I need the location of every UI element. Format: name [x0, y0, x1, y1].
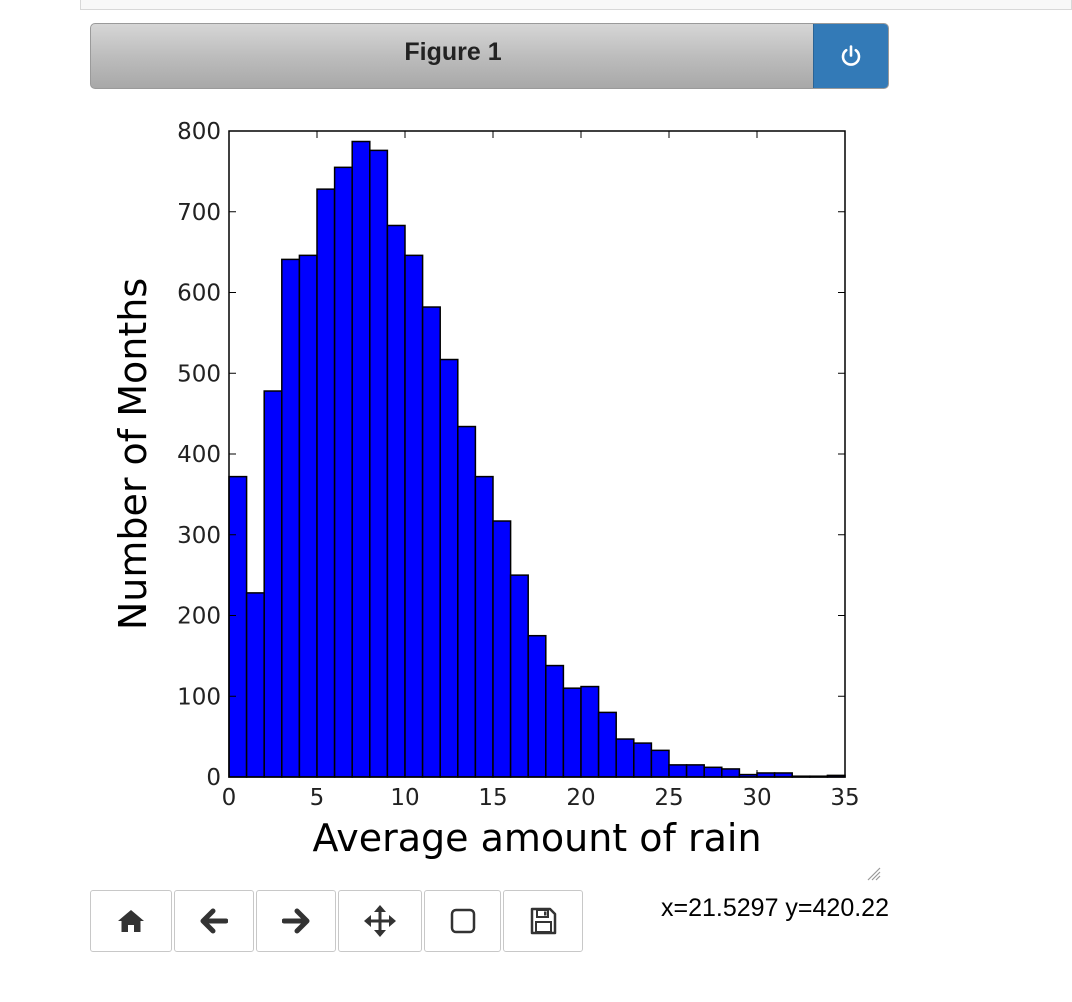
histogram-bar	[281, 258, 301, 778]
histogram-bar	[633, 742, 653, 778]
back-button[interactable]	[174, 890, 254, 952]
y-tick-label: 800	[177, 119, 221, 145]
x-tick-label: 5	[310, 785, 325, 811]
home-icon	[118, 910, 144, 932]
save-button[interactable]	[503, 890, 583, 952]
histogram-bar	[650, 749, 670, 778]
x-tick-label: 35	[830, 785, 859, 811]
axis-ticks: 0 5 10 15 20 25 30 35 0 100 200 300 400 500 600 700 800	[177, 119, 860, 811]
zoom-button[interactable]	[424, 890, 501, 952]
cursor-coordinates: x=21.5297 y=420.22	[661, 894, 889, 922]
x-tick-label: 30	[742, 785, 771, 811]
x-tick-label: 15	[478, 785, 507, 811]
x-tick-label: 10	[390, 785, 419, 811]
histogram-bar	[492, 520, 512, 778]
y-tick-label: 0	[206, 765, 221, 791]
histogram-bar	[245, 592, 265, 778]
forward-button[interactable]	[256, 890, 336, 952]
histogram-bar	[668, 764, 688, 778]
histogram-bar	[439, 358, 459, 778]
previous-cell-border	[80, 0, 1072, 10]
y-axis-label: Number of Months	[111, 278, 155, 630]
x-axis-label: Average amount of rain	[312, 816, 761, 860]
y-tick-label: 400	[177, 442, 221, 468]
y-tick-label: 300	[177, 523, 221, 549]
histogram-bar	[545, 664, 565, 778]
histogram-bar	[421, 306, 441, 778]
chart-area[interactable]: 0 5 10 15 20 25 30 35 0 100 200 300 400 500 600 700 800 …	[90, 105, 890, 865]
histogram-bar	[316, 188, 336, 778]
histogram-bar	[333, 166, 353, 778]
histogram-bar	[615, 738, 635, 778]
home-button[interactable]	[90, 890, 172, 952]
histogram-bar	[386, 224, 406, 778]
histogram-bar	[509, 574, 529, 778]
histogram-bar	[369, 149, 389, 778]
histogram-bar	[474, 475, 494, 778]
y-tick-label: 700	[177, 200, 221, 226]
square-icon	[450, 908, 475, 934]
histogram-bar	[351, 140, 371, 778]
y-tick-label: 100	[177, 684, 221, 710]
histogram-bar	[527, 634, 547, 778]
histogram-bar	[580, 685, 600, 778]
x-tick-label: 0	[222, 785, 237, 811]
histogram-bar	[721, 768, 741, 778]
histogram-bar	[228, 475, 248, 778]
histogram-bar	[457, 425, 477, 778]
figure-title: Figure 1	[404, 38, 502, 66]
pan-button[interactable]	[338, 890, 422, 952]
close-figure-button[interactable]	[813, 24, 888, 88]
histogram-bars	[228, 140, 846, 778]
move-icon	[364, 905, 396, 937]
floppy-disk-icon	[530, 907, 557, 935]
x-tick-label: 20	[566, 785, 595, 811]
y-tick-label: 200	[177, 604, 221, 630]
figure-titlebar: Figure 1	[90, 23, 889, 89]
power-icon	[841, 45, 861, 66]
histogram-bar	[263, 390, 283, 778]
histogram-bar	[404, 254, 424, 778]
arrow-right-icon	[282, 908, 310, 934]
arrow-left-icon	[200, 908, 228, 934]
histogram-bar	[703, 766, 723, 778]
histogram-bar	[562, 687, 582, 778]
y-tick-label: 600	[177, 281, 221, 307]
x-tick-label: 25	[654, 785, 683, 811]
histogram-chart[interactable]: 0 5 10 15 20 25 30 350100200300400500600700800 …	[90, 105, 890, 865]
y-tick-label: 500	[177, 361, 221, 387]
histogram-bar	[685, 764, 705, 778]
resize-grip-icon[interactable]	[864, 864, 882, 882]
histogram-bar	[597, 711, 617, 778]
histogram-bar	[298, 254, 318, 778]
navigation-toolbar	[90, 890, 585, 952]
